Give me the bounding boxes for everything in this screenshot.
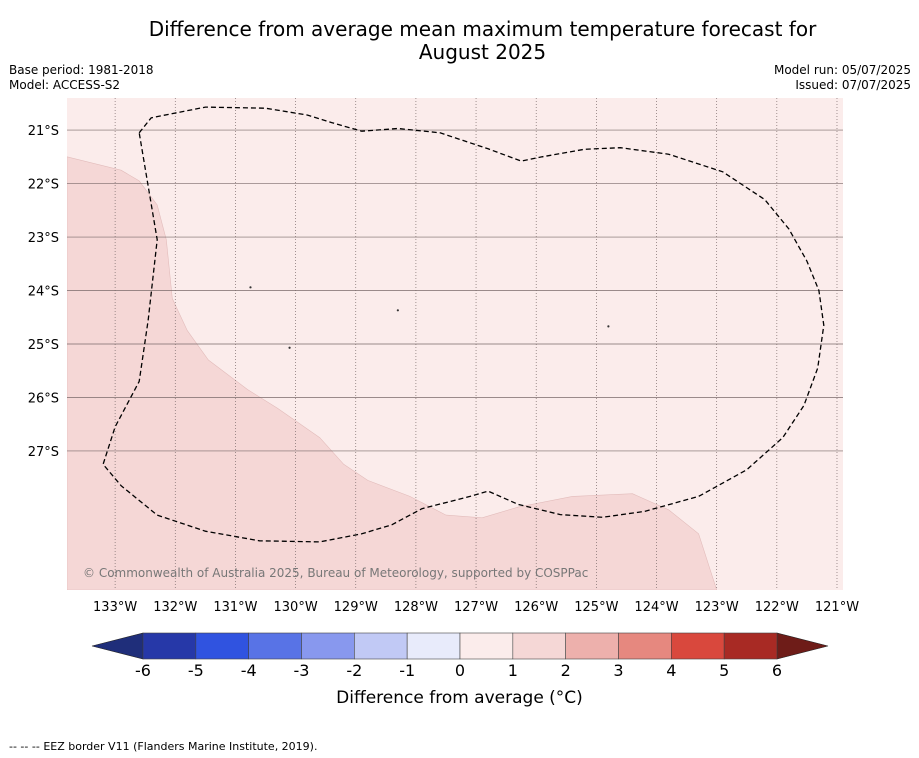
colorbar-tick-label: 0 xyxy=(455,661,465,680)
island-marker xyxy=(288,346,291,349)
colorbar-bin xyxy=(565,632,619,660)
lon-tick-label: 131°W xyxy=(213,600,257,615)
lon-tick-label: 128°W xyxy=(394,600,438,615)
chart-title: Difference from average mean maximum tem… xyxy=(0,18,919,64)
lon-tick-label: 132°W xyxy=(153,600,197,615)
island-marker xyxy=(607,325,610,328)
colorbar-bin xyxy=(142,632,197,660)
lon-tick-label: 130°W xyxy=(274,600,318,615)
lat-tick-label: 23°S xyxy=(28,231,59,246)
lon-tick-label: 123°W xyxy=(695,600,739,615)
eez-legend: -- -- -- EEZ border V11 (Flanders Marine… xyxy=(9,740,317,753)
lon-tick-label: 121°W xyxy=(815,600,859,615)
lon-tick-label: 126°W xyxy=(514,600,558,615)
base-period: Base period: 1981-2018 xyxy=(9,63,154,77)
lon-tick-label: 129°W xyxy=(334,600,378,615)
title-line-1: Difference from average mean maximum tem… xyxy=(148,17,817,41)
colorbar-bin xyxy=(671,632,725,660)
model-run: Model run: 05/07/2025 xyxy=(773,63,911,77)
colorbar-bin xyxy=(195,632,249,660)
lon-tick-label: 133°W xyxy=(93,600,137,615)
meta-right: Model run: 05/07/2025 Issued: 07/07/2025 xyxy=(774,63,911,93)
island-marker xyxy=(396,309,399,312)
lat-tick-label: 25°S xyxy=(28,338,59,353)
colorbar-tick-label: 4 xyxy=(666,661,676,680)
model-name: Model: ACCESS-S2 xyxy=(9,78,121,92)
colorbar-tick-label: 3 xyxy=(613,661,623,680)
attribution-text: © Commonwealth of Australia 2025, Bureau… xyxy=(83,566,588,580)
colorbar-tick-label: -5 xyxy=(188,661,204,680)
map-axes: 133°W 132°W 131°W 130°W 129°W 128°W 127°W 126°W… xyxy=(28,124,860,615)
colorbar-bin xyxy=(406,632,461,660)
anomaly-fill-region xyxy=(67,156,718,590)
lon-tick-label: 122°W xyxy=(755,600,799,615)
map-panel: © Commonwealth of Australia 2025, Bureau… xyxy=(67,98,843,590)
eez-legend-text: EEZ border V11 (Flanders Marine Institut… xyxy=(43,740,318,753)
colorbar-tick-label: -3 xyxy=(294,661,310,680)
colorbar-tick-label: 2 xyxy=(561,661,571,680)
meta-left: Base period: 1981-2018 Model: ACCESS-S2 xyxy=(9,63,154,93)
title-line-2: August 2025 xyxy=(418,40,547,64)
lon-tick-label: 127°W xyxy=(454,600,498,615)
colorbar-tick-label: -6 xyxy=(135,661,151,680)
eez-border-line xyxy=(102,106,825,543)
colorbar-bin xyxy=(354,632,408,660)
colorbar-under-arrow xyxy=(91,632,144,660)
eez-legend-symbol: -- -- -- xyxy=(9,740,44,753)
colorbar-tick-label: 5 xyxy=(719,661,729,680)
lat-tick-label: 24°S xyxy=(28,285,59,300)
colorbar-over-arrow xyxy=(776,632,829,660)
lon-tick-label: 124°W xyxy=(634,600,678,615)
colorbar-tick-label: 6 xyxy=(772,661,782,680)
colorbar-bin xyxy=(618,632,672,660)
colorbar-bin xyxy=(723,632,778,660)
island-marker xyxy=(249,286,252,289)
colorbar-tick-label: 1 xyxy=(508,661,518,680)
colorbar-label: Difference from average (°C) xyxy=(336,688,583,708)
lat-tick-label: 27°S xyxy=(28,445,59,460)
lat-tick-label: 21°S xyxy=(28,124,59,139)
colorbar-bin xyxy=(248,632,302,660)
colorbar-tick-label: -4 xyxy=(241,661,257,680)
lat-tick-label: 26°S xyxy=(28,391,59,406)
colorbar-bin xyxy=(512,632,566,660)
lon-tick-label: 125°W xyxy=(574,600,618,615)
colorbar: -6 -5 -4 -3 -2 -1 0 1 2 3 4 5 6 xyxy=(91,632,829,680)
colorbar-tick-label: -1 xyxy=(399,661,415,680)
issued-date: Issued: 07/07/2025 xyxy=(795,78,911,92)
colorbar-bin xyxy=(301,632,355,660)
colorbar-bin xyxy=(459,632,514,660)
colorbar-tick-label: -2 xyxy=(346,661,362,680)
lat-tick-label: 22°S xyxy=(28,178,59,193)
